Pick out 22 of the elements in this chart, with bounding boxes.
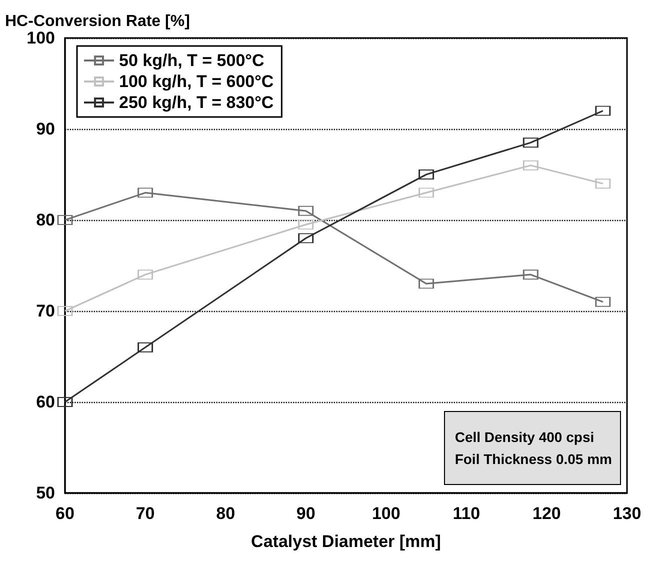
x-tick-label: 130 — [612, 504, 642, 523]
y-tick-label: 100 — [26, 28, 55, 48]
point — [418, 169, 434, 180]
x-tick-label: 120 — [532, 504, 561, 523]
x-tick-label: 70 — [136, 504, 155, 523]
x-tick-label: 90 — [296, 504, 316, 523]
legend-label: 250 kg/h, T = 830°C — [119, 93, 274, 112]
x-axis-title: Catalyst Diameter [mm] — [251, 532, 441, 551]
y-tick-label: 60 — [36, 392, 55, 412]
y-tick-label: 50 — [36, 484, 55, 502]
note-box: Cell Density 400 cpsi Foil Thickness 0.05 mm — [444, 411, 621, 485]
y-tick-label: 80 — [36, 210, 55, 230]
y-tick-label: 70 — [36, 302, 55, 320]
x-tick-label: 60 — [56, 504, 74, 523]
x-tick-label: 100 — [372, 504, 400, 523]
x-tick-label: 80 — [216, 504, 236, 523]
y-axis-title: HC-Conversion Rate [%] — [5, 13, 190, 30]
legend-label: 50 kg/h, T = 500°C — [119, 51, 264, 70]
legend-label: 100 kg/h, T = 600°C — [119, 72, 274, 91]
x-tick-label: 110 — [452, 504, 480, 523]
point — [298, 219, 314, 230]
y-tick-label: 90 — [36, 120, 55, 138]
